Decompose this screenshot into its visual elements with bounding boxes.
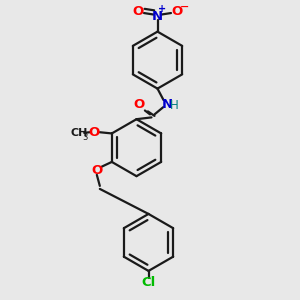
Text: CH: CH [70, 128, 88, 138]
Text: O: O [133, 98, 144, 111]
Text: O: O [91, 164, 102, 177]
Text: O: O [89, 126, 100, 139]
Text: 3: 3 [83, 133, 88, 142]
Text: O: O [171, 5, 183, 18]
Text: Cl: Cl [141, 276, 156, 290]
Text: +: + [158, 4, 166, 14]
Text: H: H [170, 100, 179, 112]
Text: −: − [180, 2, 190, 11]
Text: O: O [132, 5, 144, 18]
Text: N: N [152, 10, 163, 22]
Text: N: N [161, 98, 173, 111]
